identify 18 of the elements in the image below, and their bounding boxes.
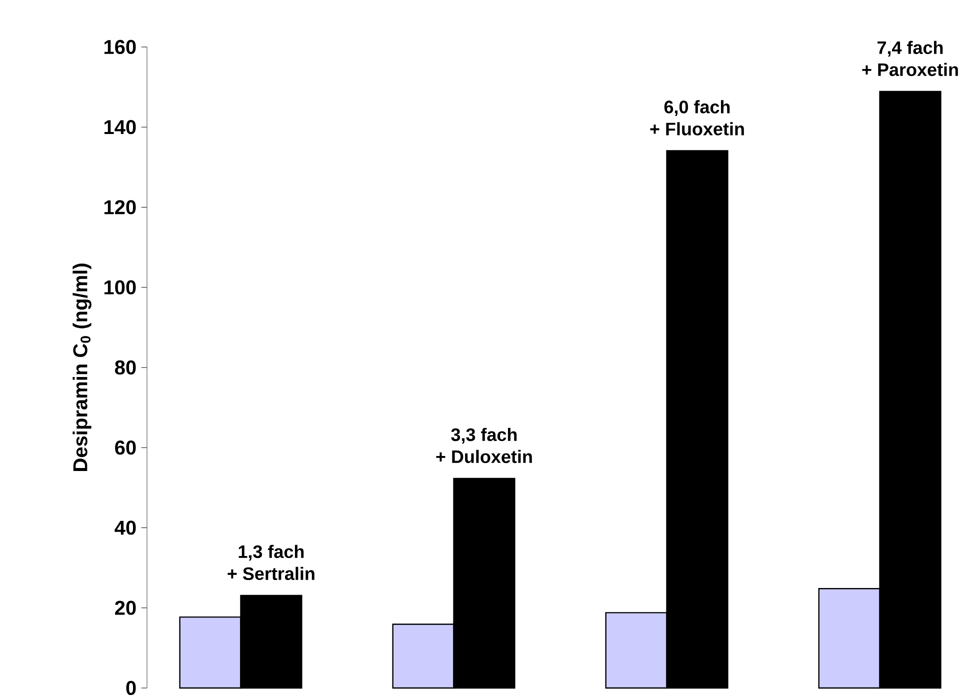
y-tick-label: 140 <box>104 120 136 134</box>
y-tick-label: 40 <box>114 520 136 535</box>
y-tick-label: 60 <box>115 440 136 455</box>
y-tick-label: 120 <box>104 200 136 214</box>
annotation: 1,3 fach <box>238 544 304 561</box>
annotation: 3,3 fach <box>451 428 517 444</box>
y-tick-label: 0 <box>126 680 136 696</box>
y-tick-label: 160 <box>104 40 136 54</box>
annotation: + Paroxetin <box>862 62 958 76</box>
y-axis-title: Desipramin C$_{0}$ (ng/ml) <box>72 264 92 471</box>
y-tick-label: 20 <box>115 600 136 615</box>
annotation: + Fluoxetin <box>650 122 744 136</box>
y-tick-label: 100 <box>104 280 136 294</box>
y-tick-label: 80 <box>114 360 136 375</box>
annotation: 7,4 fach <box>878 40 943 57</box>
annotation: + Sertralin <box>228 566 314 580</box>
annotation: 6,0 fach <box>664 100 730 116</box>
annotation: + Duloxetin <box>436 450 532 464</box>
